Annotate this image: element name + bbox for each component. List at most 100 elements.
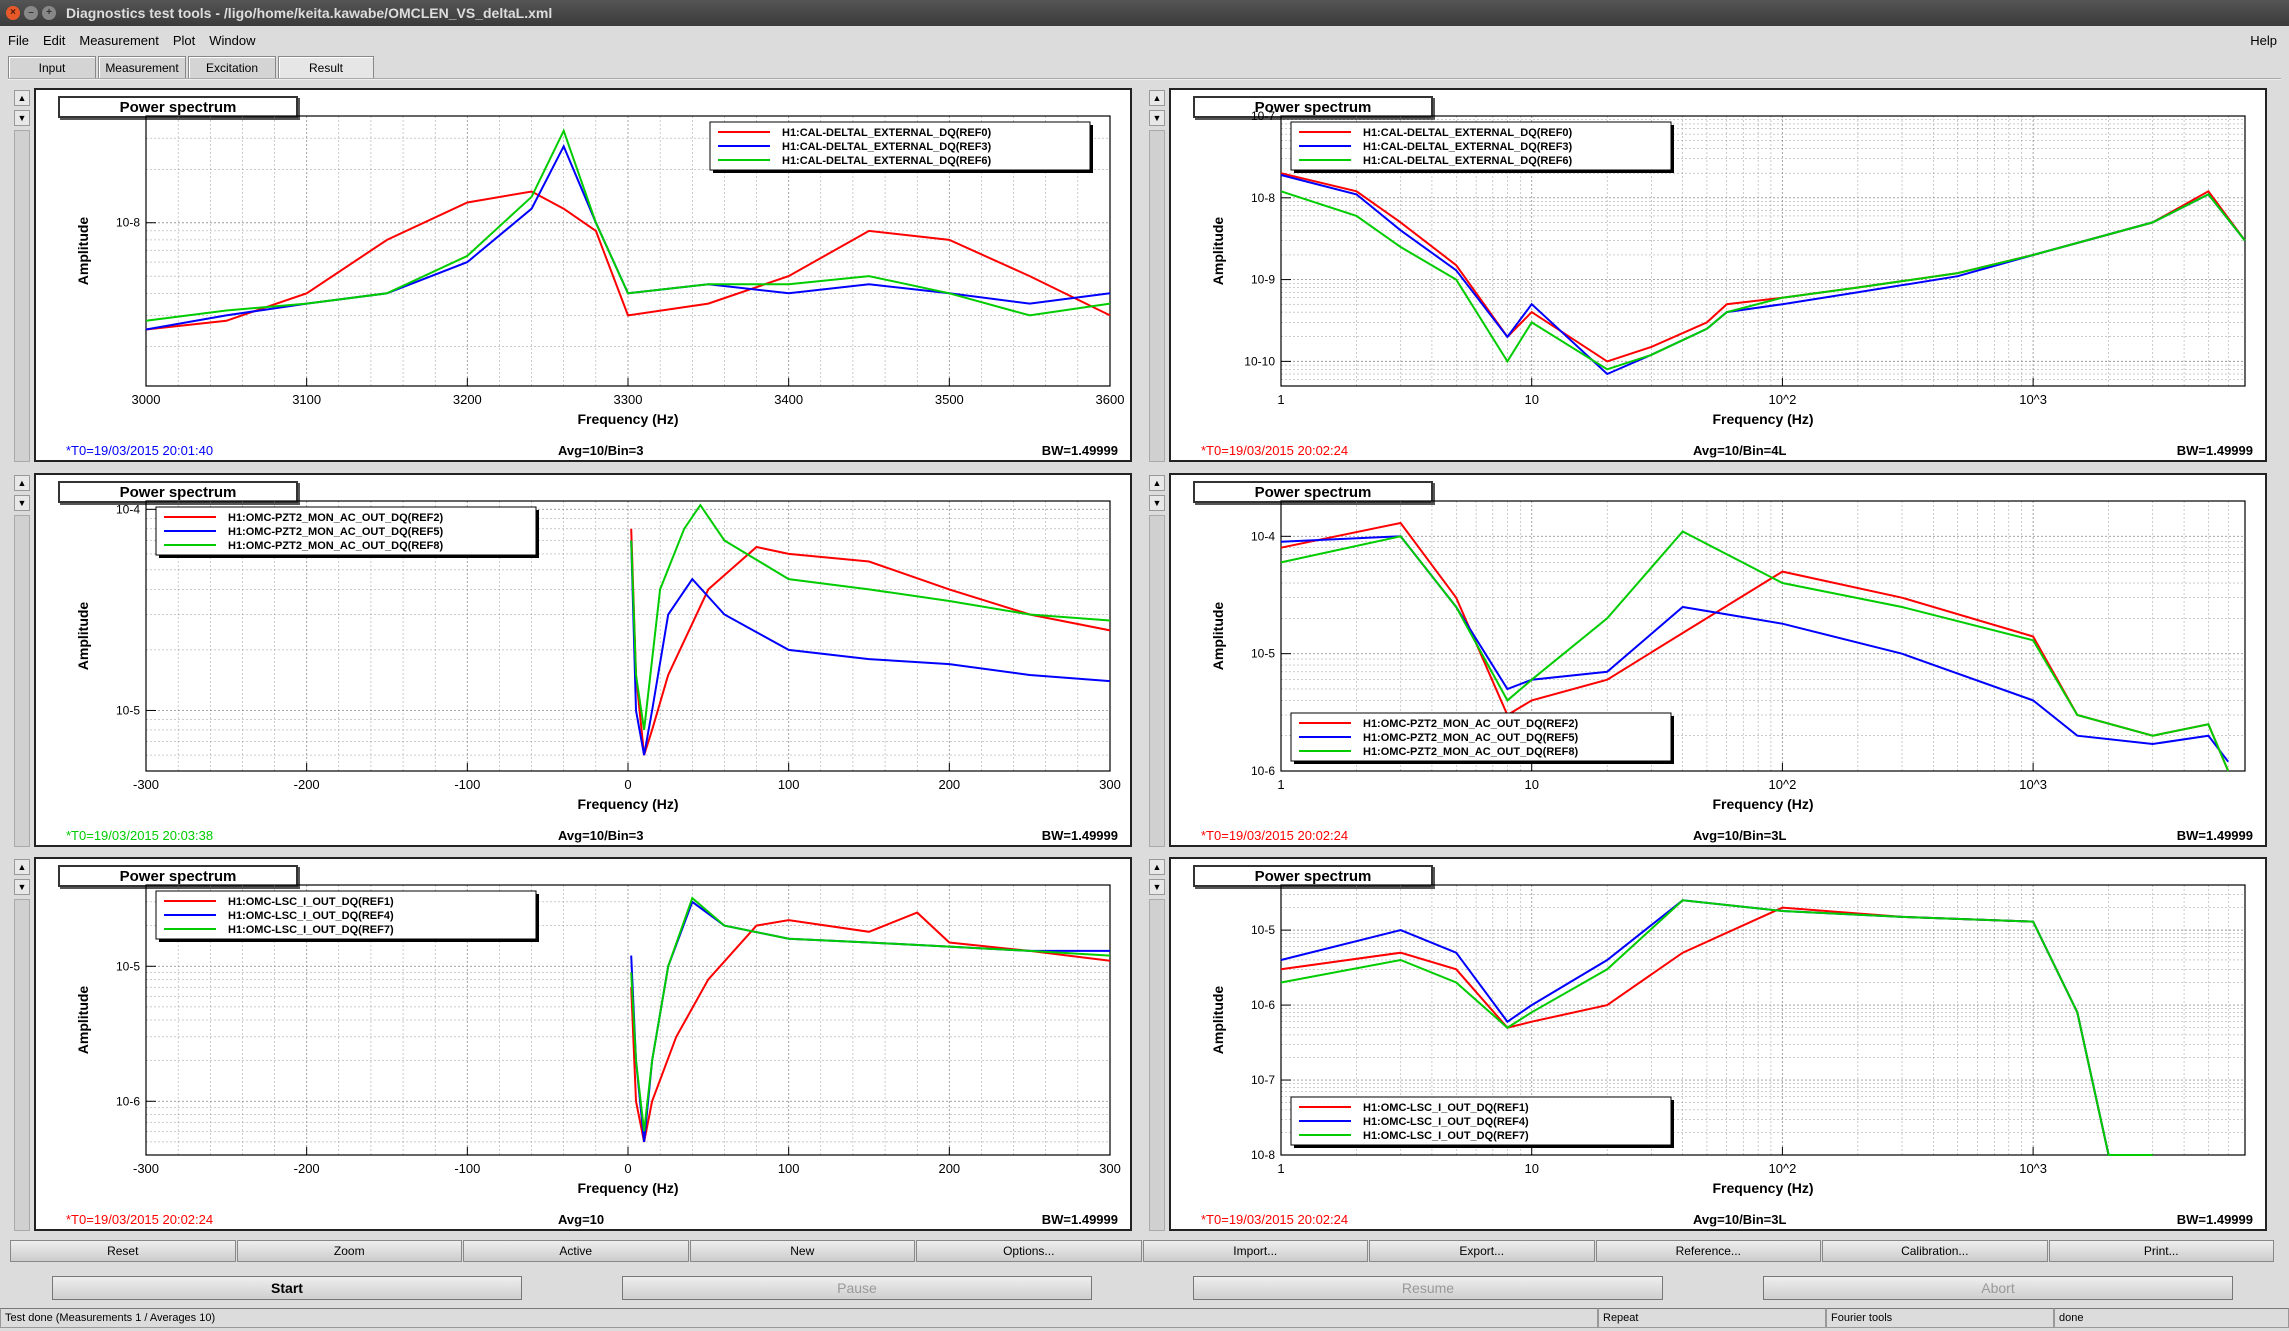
scroll-down-icon[interactable]: ▼: [14, 879, 30, 895]
active-button[interactable]: Active: [463, 1240, 689, 1262]
menu-edit[interactable]: Edit: [42, 32, 66, 48]
plot-frame[interactable]: Power spectrum *T0=19/03/2015 20:02:24 Avg…: [1169, 88, 2267, 462]
scroll-track[interactable]: [14, 515, 30, 847]
calibration-button[interactable]: Calibration...: [1822, 1240, 2048, 1262]
x-tick-label: 10^2: [1769, 777, 1797, 792]
scroll-down-icon[interactable]: ▼: [1149, 110, 1165, 126]
t0-label: *T0=19/03/2015 20:02:24: [1201, 443, 1349, 458]
scroll-up-icon[interactable]: ▲: [14, 859, 30, 875]
y-tick-label: 10-4: [1251, 529, 1275, 543]
x-tick-label: -300: [133, 777, 159, 792]
series-line-2: [1280, 174, 2246, 376]
tab-excitation[interactable]: Excitation: [188, 56, 276, 78]
plot-frame[interactable]: Power spectrum *T0=19/03/2015 20:03:38 Avg…: [34, 473, 1132, 847]
chart-svg[interactable]: 1 10 10^2 10^3 10-7 10-8 10-9 10-10 Frequency (H…: [1171, 90, 2265, 440]
y-tick-label: 10-6: [1251, 764, 1275, 778]
chart-svg[interactable]: -300 -200 -100 0 100 200 300 10-5 10-6 Frequency …: [36, 859, 1130, 1209]
plot-panel-2: ▲ ▼ Power spectrum *T0=19/03/2015 20:02:24 A…: [1143, 84, 2269, 467]
scroll-up-icon[interactable]: ▲: [14, 90, 30, 106]
scroll-up-icon[interactable]: ▲: [1149, 859, 1165, 875]
legend: H1:OMC-PZT2_MON_AC_OUT_DQ(REF2) H1:OMC-PZ…: [155, 506, 539, 558]
scroll-up-icon[interactable]: ▲: [1149, 90, 1165, 106]
start-button[interactable]: Start: [52, 1276, 522, 1300]
plot-title: Power spectrum: [1193, 865, 1433, 887]
plot-title: Power spectrum: [58, 865, 298, 887]
options-button[interactable]: Options...: [916, 1240, 1142, 1262]
scroll-track[interactable]: [1149, 899, 1165, 1231]
scroll-down-icon[interactable]: ▼: [1149, 879, 1165, 895]
legend-box: [155, 890, 537, 940]
menu-plot[interactable]: Plot: [172, 32, 196, 48]
legend-label: H1:CAL-DELTAL_EXTERNAL_DQ(REF0): [782, 127, 992, 139]
x-axis-label: Frequency (Hz): [577, 1180, 678, 1196]
export-button[interactable]: Export...: [1369, 1240, 1595, 1262]
series-line-2: [630, 900, 1110, 1142]
scroll-down-icon[interactable]: ▼: [1149, 495, 1165, 511]
plot-frame[interactable]: Power spectrum *T0=19/03/2015 20:02:24 Avg…: [34, 857, 1132, 1231]
bw-label: BW=1.49999: [1041, 1212, 1118, 1227]
scroll-track[interactable]: [1149, 515, 1165, 847]
plot-area: [1280, 884, 2246, 1156]
status-bar: Test done (Measurements 1 / Averages 10)…: [0, 1308, 2289, 1330]
x-tick-label: 10^2: [1769, 392, 1797, 407]
x-tick-label: 3200: [453, 392, 482, 407]
chart-svg[interactable]: 1 10 10^2 10^3 10-5 10-6 10-7 10-8 Frequency (Hz…: [1171, 859, 2265, 1209]
pause-button[interactable]: Pause: [622, 1276, 1092, 1300]
plot-frame[interactable]: Power spectrum *T0=19/03/2015 20:01:40 Avg…: [34, 88, 1132, 462]
menu-file[interactable]: File: [8, 32, 29, 48]
x-tick-label: 10: [1524, 1161, 1538, 1176]
new-button[interactable]: New: [689, 1240, 915, 1262]
scroll-track[interactable]: [14, 130, 30, 462]
reference-button[interactable]: Reference...: [1595, 1240, 1821, 1262]
scroll-down-icon[interactable]: ▼: [14, 495, 30, 511]
resume-button[interactable]: Resume: [1193, 1276, 1663, 1300]
chart-svg[interactable]: 3000 3100 3200 3300 3400 3500 3600 10-8 Frequenc…: [36, 90, 1130, 440]
scroll-up-icon[interactable]: ▲: [1149, 475, 1165, 491]
x-tick-label: 100: [778, 777, 800, 792]
zoom-button[interactable]: Zoom: [236, 1240, 462, 1262]
chart-svg[interactable]: 1 10 10^2 10^3 10-4 10-5 10-6 Frequency (Hz) Amp…: [1171, 475, 2265, 825]
avg-label: Avg=10/Bin=3L: [1693, 1212, 1787, 1227]
series-line-3: [1280, 190, 2246, 371]
y-tick-label: 10-7: [1251, 1073, 1275, 1087]
scroll-track[interactable]: [14, 899, 30, 1231]
plot-scroller: ▲ ▼: [1149, 475, 1167, 847]
import-button[interactable]: Import...: [1142, 1240, 1368, 1262]
series-line-2: [630, 540, 1111, 756]
reset-button[interactable]: Reset: [10, 1240, 236, 1262]
tab-result[interactable]: Result: [278, 56, 374, 78]
abort-button[interactable]: Abort: [1763, 1276, 2233, 1300]
menu-window[interactable]: Window: [209, 32, 256, 48]
y-axis-label: Amplitude: [1210, 986, 1226, 1055]
x-axis-label: Frequency (Hz): [1712, 1180, 1813, 1196]
x-tick-label: 300: [1099, 777, 1121, 792]
tab-input[interactable]: Input: [8, 56, 96, 78]
menu-help[interactable]: Help: [2250, 32, 2277, 48]
y-tick-label: 10-10: [1244, 354, 1275, 368]
print-button[interactable]: Print...: [2048, 1240, 2274, 1262]
scroll-down-icon[interactable]: ▼: [14, 110, 30, 126]
plot-frame[interactable]: Power spectrum *T0=19/03/2015 20:02:24 Avg…: [1169, 473, 2267, 847]
x-tick-label: -100: [454, 1161, 480, 1176]
plot-panel-4: ▲ ▼ Power spectrum *T0=19/03/2015 20:02:24 A…: [1143, 469, 2269, 852]
window-title: Diagnostics test tools - /ligo/home/keit…: [66, 5, 553, 21]
y-tick-label: 10-5: [1251, 647, 1275, 661]
y-tick-label: 10-6: [116, 1094, 140, 1108]
minimize-icon[interactable]: –: [24, 6, 38, 20]
y-tick-label: 10-8: [116, 216, 140, 230]
maximize-icon[interactable]: +: [42, 6, 56, 20]
y-tick-label: 10-5: [116, 959, 140, 973]
scroll-up-icon[interactable]: ▲: [14, 475, 30, 491]
y-tick-label: 10-9: [1251, 273, 1275, 287]
scroll-track[interactable]: [1149, 130, 1165, 462]
close-icon[interactable]: ×: [6, 6, 20, 20]
plot-frame[interactable]: Power spectrum *T0=19/03/2015 20:02:24 Avg…: [1169, 857, 2267, 1231]
tab-measurement[interactable]: Measurement: [98, 56, 186, 78]
chart-svg[interactable]: -300 -200 -100 0 100 200 300 10-4 10-5 Frequency …: [36, 475, 1130, 825]
plot-title: Power spectrum: [1193, 481, 1433, 503]
status-mode: Repeat: [1598, 1308, 1826, 1328]
x-tick-label: 1: [1277, 392, 1284, 407]
tab-divider: [8, 78, 2281, 80]
menu-measurement[interactable]: Measurement: [79, 32, 159, 48]
t0-label: *T0=19/03/2015 20:02:24: [66, 1212, 214, 1227]
